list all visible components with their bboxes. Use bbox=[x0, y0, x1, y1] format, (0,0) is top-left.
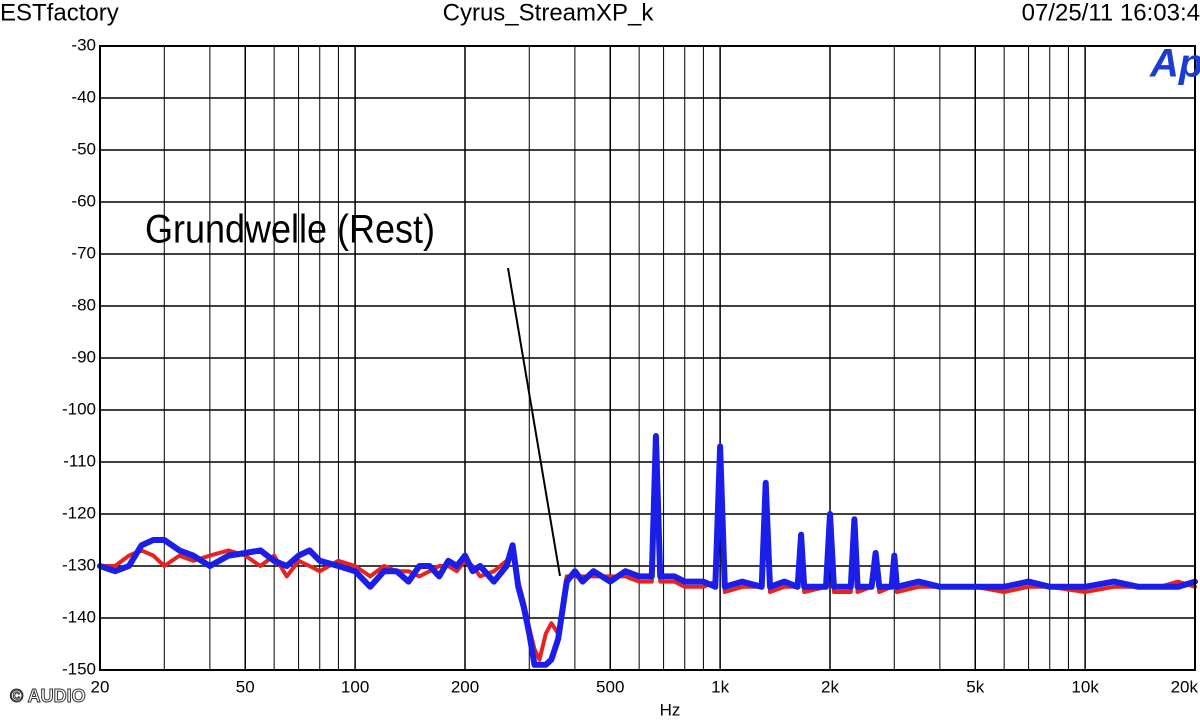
title-left: ESTfactory bbox=[0, 0, 119, 26]
x-tick-label: 2k bbox=[821, 677, 839, 696]
y-tick-label: -60 bbox=[71, 191, 96, 210]
x-axis-label: Hz bbox=[660, 700, 681, 719]
x-tick-label: 1k bbox=[711, 677, 729, 696]
x-tick-label: 10k bbox=[1071, 677, 1099, 696]
x-tick-label: 5k bbox=[966, 677, 984, 696]
title-right: 07/25/11 16:03:4 bbox=[1022, 0, 1200, 26]
annotation: Grundwelle (Rest) bbox=[145, 208, 435, 252]
y-tick-label: -130 bbox=[62, 555, 96, 574]
plot-frame bbox=[99, 45, 1196, 671]
y-tick-label: -110 bbox=[63, 451, 96, 470]
x-tick-label: 50 bbox=[236, 677, 255, 696]
y-tick-label: -100 bbox=[62, 399, 96, 418]
y-tick-label: -70 bbox=[71, 243, 96, 262]
y-tick-label: -150 bbox=[62, 659, 96, 678]
copyright: © AUDIO bbox=[10, 686, 86, 706]
x-tick-label: 20k bbox=[1171, 677, 1199, 696]
y-tick-label: -120 bbox=[62, 503, 96, 522]
y-tick-label: -80 bbox=[71, 295, 96, 314]
chart-title: Cyrus_StreamXP_k bbox=[443, 0, 655, 26]
logo: Ap bbox=[1149, 42, 1200, 86]
y-tick-label: -30 bbox=[71, 35, 96, 54]
x-tick-label: 500 bbox=[596, 677, 624, 696]
series-line bbox=[97, 433, 1198, 668]
x-tick-label: 200 bbox=[451, 677, 479, 696]
lines bbox=[97, 433, 1198, 668]
x-tick-label: 20 bbox=[91, 677, 110, 696]
y-tick-label: -40 bbox=[71, 87, 96, 106]
annotation-pointer bbox=[507, 267, 561, 577]
y-tick-label: -90 bbox=[71, 347, 96, 366]
y-tick-label: -50 bbox=[71, 139, 96, 158]
y-tick-label: -140 bbox=[62, 607, 96, 626]
x-tick-label: 100 bbox=[341, 677, 369, 696]
